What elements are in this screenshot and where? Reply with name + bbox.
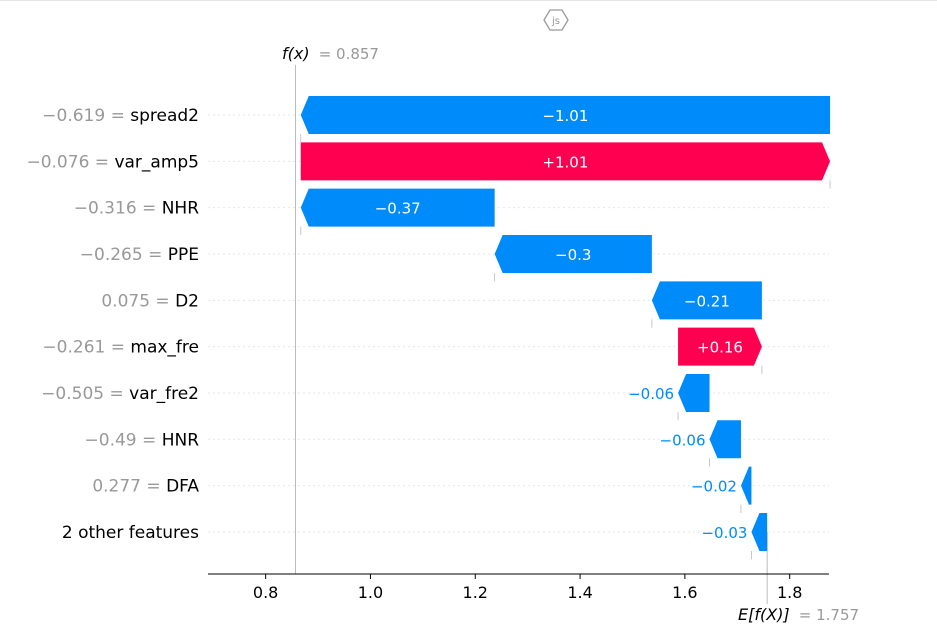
contribution-bar: [300, 188, 495, 227]
feature-name: D2: [175, 291, 199, 311]
feature-value: −0.265 =: [80, 245, 168, 265]
js-badge-label: js: [551, 16, 560, 27]
expected-value-annotation: E[f(X)] = 1.757: [738, 605, 859, 624]
contribution-bar: [651, 281, 762, 320]
feature-label: −0.261 = max_fre: [42, 338, 199, 358]
contribution-bar: [740, 466, 752, 505]
bar-value-label: −0.02: [691, 478, 737, 496]
js-badge: js: [543, 9, 569, 31]
x-tick-label: 1.6: [672, 583, 697, 602]
bar-value-label: −0.06: [660, 431, 706, 449]
bar-value-label: −0.21: [684, 292, 730, 310]
feature-label: −0.505 = var_fre2: [41, 384, 199, 404]
feature-value: −0.261 =: [42, 338, 130, 358]
feature-labels: −0.619 = spread2 −0.076 = var_amp5 −0.316 …: [26, 106, 199, 543]
x-axis-ticks: 0.8 1.0 1.2 1.4 1.6 1.8: [253, 574, 802, 602]
fx-annotation: f(x) = 0.857: [282, 44, 379, 63]
bar-value-label: −0.3: [555, 246, 591, 264]
contribution-bar: [678, 373, 710, 412]
feature-label: −0.316 = NHR: [74, 199, 199, 219]
x-tick-label: 1.0: [358, 583, 383, 602]
contribution-bar: [751, 512, 768, 551]
x-axis: 0.8 1.0 1.2 1.4 1.6 1.8: [208, 573, 829, 602]
bar-value-label: −0.03: [701, 524, 747, 542]
bar-value-label: −0.06: [628, 385, 674, 403]
contribution-bar: [300, 142, 831, 181]
feature-label: −0.619 = spread2: [42, 106, 199, 126]
contribution-bar: [300, 96, 831, 134]
bar-value-label: +0.16: [697, 339, 743, 357]
feature-value: 0.277 =: [92, 477, 166, 497]
x-tick-label: 1.8: [777, 583, 802, 602]
feature-label: −0.265 = PPE: [80, 245, 199, 265]
feature-name: NHR: [162, 199, 200, 219]
top-divider: [0, 0, 937, 1]
feature-value: −0.619 =: [42, 106, 130, 126]
feature-name: var_fre2: [129, 384, 199, 404]
expected-value-value: = 1.757: [799, 606, 859, 624]
fx-value: = 0.857: [319, 45, 379, 63]
feature-name: DFA: [166, 477, 199, 497]
feature-value: −0.505 =: [41, 384, 129, 404]
contribution-bars: −1.01 +1.01 −0.37 −0.3 −0.21 +0.16 −0.06 −0.06 −…: [300, 96, 831, 560]
feature-name: PPE: [168, 245, 199, 265]
feature-name: 2 other features: [62, 523, 199, 543]
bar-value-label: +1.01: [542, 153, 588, 171]
js-hexagon-icon: [543, 9, 569, 31]
bar-value-label: −0.37: [375, 200, 421, 218]
contribution-bar: [709, 420, 741, 459]
feature-name: spread2: [130, 106, 199, 126]
fx-symbol: f(x): [282, 44, 310, 63]
feature-value: −0.076 =: [26, 152, 114, 172]
feature-value: −0.49 =: [85, 430, 162, 450]
feature-name: max_fre: [130, 338, 199, 358]
expected-value-symbol: E[f(X)]: [738, 605, 790, 624]
x-tick-label: 1.4: [567, 583, 592, 602]
feature-label: 0.075 = D2: [101, 291, 199, 311]
feature-label: 2 other features: [62, 523, 199, 543]
feature-value: 0.075 =: [101, 291, 175, 311]
x-tick-label: 1.2: [463, 583, 488, 602]
contribution-bar: [494, 234, 652, 273]
feature-label: −0.076 = var_amp5: [26, 152, 199, 172]
contribution-bar: [678, 327, 762, 366]
feature-value: −0.316 =: [74, 199, 162, 219]
feature-label: 0.277 = DFA: [92, 477, 199, 497]
feature-name: HNR: [162, 430, 200, 450]
bar-value-label: −1.01: [542, 107, 588, 125]
feature-name: var_amp5: [114, 152, 199, 172]
x-tick-label: 0.8: [253, 583, 278, 602]
feature-label: −0.49 = HNR: [85, 430, 200, 450]
